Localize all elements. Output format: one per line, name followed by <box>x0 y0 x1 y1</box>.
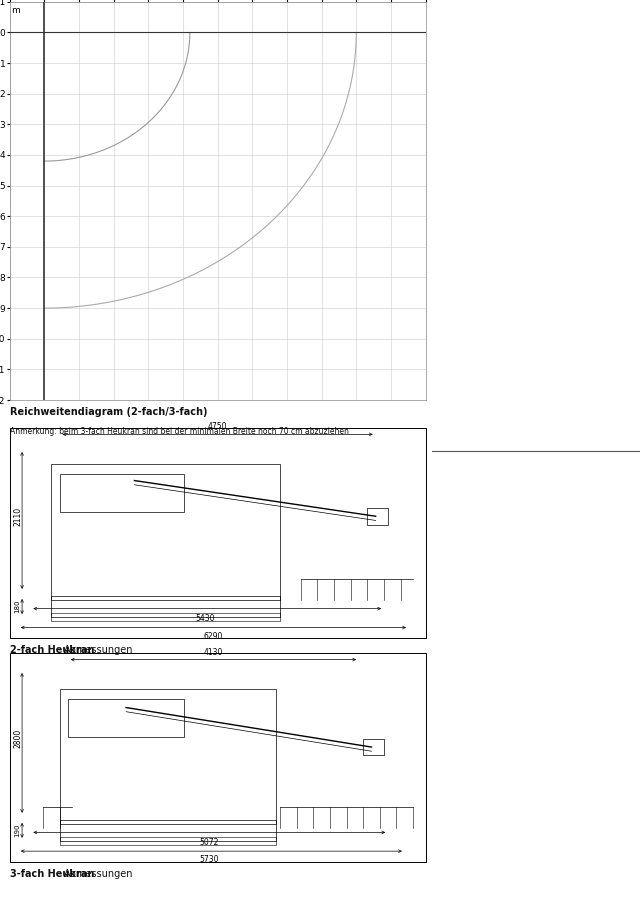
Bar <box>51 463 280 600</box>
Text: 6290: 6290 <box>204 632 223 641</box>
Text: Hubmoment Brutto:: Hubmoment Brutto: <box>453 314 557 324</box>
Bar <box>60 689 276 824</box>
Text: Reichweitendiagram (2-fach/3-fach): Reichweitendiagram (2-fach/3-fach) <box>10 407 207 417</box>
Text: 7,7 mto: 7,7 mto <box>578 138 623 148</box>
Bar <box>51 613 280 621</box>
Text: Hubmoment Netto¹:: Hubmoment Netto¹: <box>453 90 557 100</box>
Text: Hubmoment Netto¹:: Hubmoment Netto¹: <box>453 267 557 277</box>
Bar <box>60 474 184 512</box>
Text: 3-fach Heukran: 3-fach Heukran <box>10 869 94 879</box>
Text: 5430: 5430 <box>195 614 215 623</box>
Text: 7,0 mto: 7,0 mto <box>578 729 623 738</box>
Text: HSR 90.27: HSR 90.27 <box>453 199 575 219</box>
Text: 9,0 Meter Reichweite: 9,0 Meter Reichweite <box>549 85 573 367</box>
Text: 2800: 2800 <box>14 729 23 748</box>
Bar <box>367 508 388 525</box>
Text: 180: 180 <box>14 600 20 614</box>
Text: 7,0 mto: 7,0 mto <box>578 267 623 277</box>
Text: Abmessungen: Abmessungen <box>64 869 134 879</box>
Text: m: m <box>12 6 20 15</box>
Text: Hubmoment Brutto:: Hubmoment Brutto: <box>453 595 557 605</box>
Text: Hubmoment Netto¹:: Hubmoment Netto¹: <box>453 729 557 738</box>
Text: 4750: 4750 <box>208 423 227 431</box>
Text: 5730: 5730 <box>200 855 219 864</box>
Text: HSR 90.36: HSR 90.36 <box>453 480 575 500</box>
Text: 6,0 mto: 6,0 mto <box>578 548 623 557</box>
Text: HSR 90.37: HSR 90.37 <box>453 661 575 681</box>
Text: 6,0 mto: 6,0 mto <box>578 90 623 100</box>
Text: Hubmoment Netto¹:: Hubmoment Netto¹: <box>453 548 557 557</box>
Bar <box>68 700 184 737</box>
Text: (2-fach & 3-fach): (2-fach & 3-fach) <box>481 150 499 302</box>
Text: 190: 190 <box>14 824 20 837</box>
Text: 5072: 5072 <box>200 838 219 846</box>
Text: 2110: 2110 <box>14 507 23 526</box>
Text: 2-fach Heukran: 2-fach Heukran <box>10 645 94 655</box>
Bar <box>60 836 276 845</box>
Bar <box>364 738 384 756</box>
Text: 8,6 mto: 8,6 mto <box>578 595 623 605</box>
Bar <box>51 596 280 617</box>
Text: Abmessungen: Abmessungen <box>64 645 134 655</box>
Bar <box>60 820 276 841</box>
Text: Hubmoment Brutto:: Hubmoment Brutto: <box>453 138 557 148</box>
Text: 4130: 4130 <box>204 648 223 656</box>
Text: 10,7 mto: 10,7 mto <box>571 776 623 786</box>
Text: HSR 90.26: HSR 90.26 <box>453 23 575 43</box>
Text: Anmerkung: beim 3-fach Heukran sind bei der minimalen Breite noch 70 cm abzuzieh: Anmerkung: beim 3-fach Heukran sind bei … <box>10 427 348 436</box>
Text: 9,5 mto: 9,5 mto <box>578 314 623 324</box>
Text: Hubmoment Brutto:: Hubmoment Brutto: <box>453 776 557 786</box>
